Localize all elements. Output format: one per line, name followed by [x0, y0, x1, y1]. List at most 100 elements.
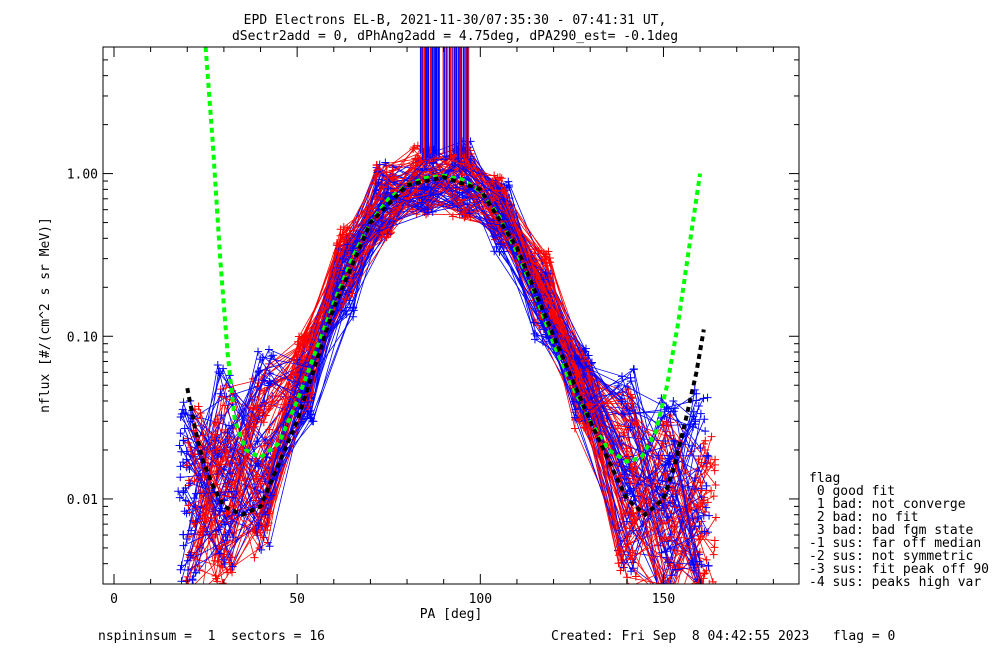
series-blue-point [188, 452, 197, 461]
series-blue-point [629, 365, 638, 374]
series-red-point [191, 450, 200, 459]
series-red-point [382, 168, 391, 177]
series-blue-line [190, 161, 709, 566]
series-blue-point [179, 530, 188, 539]
series-blue-point [428, 207, 437, 216]
series-blue-point [258, 353, 267, 362]
series-blue-point [702, 481, 711, 490]
series-red-point [182, 591, 190, 599]
series-blue-point [261, 435, 270, 444]
footer-right: Created: Fri Sep 8 04:42:55 2023 flag = … [551, 629, 895, 644]
series-red-point [667, 612, 675, 620]
y-tick-label: 1.00 [67, 168, 98, 183]
series-red-point [336, 240, 345, 249]
series-red-point [671, 503, 680, 512]
series-red-point [294, 332, 303, 341]
series-red-point [539, 249, 548, 258]
series-blue-point [661, 437, 670, 446]
series-red-point [410, 143, 419, 152]
series-red-point [699, 621, 707, 629]
series-red-point [699, 588, 707, 596]
series-red-point [190, 477, 199, 486]
series-blue-point [669, 396, 678, 405]
series-blue-point [463, 200, 472, 209]
series-blue-line [187, 177, 709, 570]
series-red-point [619, 431, 628, 440]
series-red-point [570, 424, 579, 433]
series-red-point [544, 247, 553, 256]
series-blue-point [663, 558, 672, 567]
series-red-point [497, 174, 506, 183]
series-blue-point [504, 177, 513, 186]
series-red-line [194, 158, 664, 584]
series-blue-point [265, 369, 274, 378]
x-tick-label: 150 [652, 592, 675, 607]
series-blue-point [691, 417, 700, 426]
series-blue-point [175, 441, 184, 450]
series-blue-point [505, 182, 514, 191]
series-red-point [302, 333, 311, 342]
series-blue-point [179, 488, 188, 497]
series-blue-point [667, 571, 676, 580]
series-red-point [706, 621, 714, 629]
series-blue-point [699, 394, 708, 403]
x-tick-label: 50 [289, 592, 305, 607]
series-blue-point [265, 542, 274, 551]
series-blue-point [181, 483, 190, 492]
series-blue-point [617, 397, 626, 406]
series-blue-point [213, 361, 222, 370]
series-blue-point [343, 240, 352, 249]
series-blue-point [623, 489, 632, 498]
series-blue-point [307, 414, 316, 423]
series-red-point [185, 533, 194, 542]
series-blue-point [536, 291, 545, 300]
series-red-point [710, 460, 719, 469]
series-blue-point [704, 452, 713, 461]
series-blue-point [183, 566, 192, 575]
series-blue-point [183, 556, 192, 565]
series-red-point [708, 584, 716, 592]
series-red-point [419, 167, 428, 176]
series-blue-point [697, 484, 706, 493]
series-red-line [202, 204, 705, 584]
series-blue-line [183, 189, 705, 554]
series-red-point [466, 213, 475, 222]
series-red-point [702, 566, 711, 575]
series-red-point [291, 368, 300, 377]
series-blue-point [579, 370, 588, 379]
series-blue-point [705, 511, 714, 520]
series-red-point [383, 174, 392, 183]
series-blue-point [176, 473, 185, 482]
series-red-point [223, 492, 232, 501]
series-red-point [222, 482, 231, 491]
series-blue-point [417, 198, 426, 207]
series-blue-point [703, 451, 712, 460]
series-blue-point [662, 477, 671, 486]
series-blue-point [182, 447, 191, 456]
series-blue-line [195, 157, 702, 584]
series-red-line [201, 158, 698, 584]
series-red-line [195, 145, 708, 548]
series-red-point [344, 233, 353, 242]
series-blue-point [490, 247, 499, 256]
series-red-point [198, 588, 206, 596]
y-axis-label: nflux [#/(cm^2 s sr MeV)] [38, 217, 53, 413]
series-red-point [222, 508, 231, 517]
data-layer [174, 47, 720, 629]
footer-left: nspininsum = 1 sectors = 16 [98, 629, 325, 644]
series-blue-point [176, 429, 185, 438]
series-blue-point [254, 368, 263, 377]
series-blue-point [694, 467, 703, 476]
series-blue-point [306, 410, 315, 419]
axes-layer: 0 50 100 150 0.01 0.10 1.00 [67, 46, 799, 607]
series-red-point [255, 406, 264, 415]
series-red-point [218, 579, 227, 584]
series-red-point [530, 249, 539, 258]
series-blue-point [418, 185, 427, 194]
series-red-point [188, 595, 196, 603]
series-red-line [194, 153, 662, 584]
series-red-point [621, 422, 630, 431]
series-red-point [697, 517, 706, 526]
series-blue-point [176, 462, 185, 471]
legend-item: -4 sus: peaks high var [809, 575, 981, 590]
